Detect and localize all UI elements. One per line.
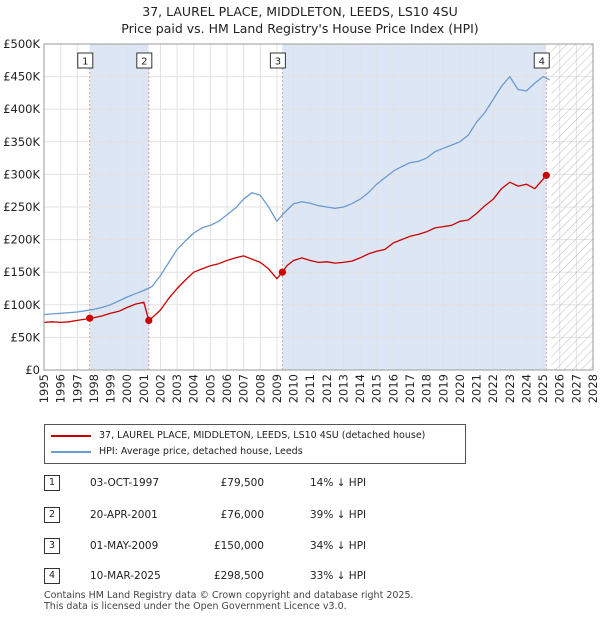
sale-date: 01-MAY-2009: [90, 540, 159, 552]
sale-badge: 1: [77, 52, 94, 69]
x-tick-label: 2022: [486, 374, 500, 403]
x-tick-label: 1995: [37, 374, 51, 403]
x-tick-label: 2009: [270, 374, 284, 403]
title-line-2: Price paid vs. HM Land Registry's House …: [121, 21, 479, 36]
sale-number-badge: 1: [44, 475, 60, 491]
sale-badge-box: [77, 52, 94, 69]
chart-title: 37, LAUREL PLACE, MIDDLETON, LEEDS, LS10…: [0, 3, 600, 37]
x-tick-label: 2013: [336, 374, 350, 403]
x-tick-label: 2003: [170, 374, 184, 403]
sale-badge-label: 1: [82, 57, 88, 68]
x-tick-label: 1997: [70, 374, 84, 403]
sale-hpi-diff: 14% ↓ HPI: [310, 477, 367, 489]
y-tick-label: £400K: [3, 102, 40, 116]
sale-badge-label: 3: [275, 57, 281, 68]
sale-point: [86, 314, 94, 322]
x-tick-label: 2012: [320, 374, 334, 403]
title-line-1: 37, LAUREL PLACE, MIDDLETON, LEEDS, LS10…: [142, 4, 458, 19]
y-tick-label: £0: [25, 363, 40, 377]
legend: 37, LAUREL PLACE, MIDDLETON, LEEDS, LS10…: [44, 424, 466, 464]
x-tick-label: 1996: [54, 374, 68, 403]
sale-badge: 3: [269, 52, 286, 69]
legend-item-hpi: HPI: Average price, detached house, Leed…: [51, 445, 303, 459]
x-tick-label: 2001: [137, 374, 151, 403]
sale-price: £298,500: [213, 570, 264, 582]
sale-number-badge: 4: [44, 568, 60, 584]
y-tick-label: £350K: [3, 135, 40, 149]
x-tick-label: 2011: [303, 374, 317, 403]
x-tick-label: 2015: [370, 374, 384, 403]
sale-point: [542, 171, 550, 179]
y-tick-label: £100K: [3, 298, 40, 312]
sale-row: 1 03-OCT-1997 £79,500 14% ↓ HPI: [44, 475, 464, 491]
sale-badge-label: 2: [141, 57, 147, 68]
sale-hpi-diff: 34% ↓ HPI: [310, 540, 367, 552]
footer-licence: This data is licensed under the Open Gov…: [44, 601, 347, 612]
sale-badge-box: [136, 52, 153, 69]
x-tick-label: 2007: [237, 374, 251, 403]
sale-badge-label: 4: [539, 57, 545, 68]
x-tick-label: 2004: [187, 374, 201, 403]
plot-border: [43, 43, 594, 371]
property-price-line: [43, 173, 550, 324]
sale-badge-box: [533, 52, 550, 69]
property-line-swatch: [51, 434, 91, 437]
x-tick-label: 2020: [453, 374, 467, 403]
price-chart: 1 2 3 4 £0 £50K £100K £150K £200K £250K £300K £350…: [3, 37, 600, 403]
sale-date: 03-OCT-1997: [90, 477, 159, 489]
sale-row: 3 01-MAY-2009 £150,000 34% ↓ HPI: [44, 538, 464, 554]
x-tick-label: 2023: [503, 374, 517, 403]
sale-number-badge: 3: [44, 538, 60, 554]
x-tick-label: 2019: [436, 374, 450, 403]
legend-item-property: 37, LAUREL PLACE, MIDDLETON, LEEDS, LS10…: [51, 429, 425, 443]
future-hatch: [551, 44, 593, 370]
y-tick-label: £150K: [3, 265, 40, 279]
x-tick-label: 2024: [519, 374, 533, 403]
sale-point: [145, 316, 153, 325]
sale-price: £79,500: [220, 477, 264, 489]
x-tick-label: 2017: [403, 374, 417, 403]
sale-row: 4 10-MAR-2025 £298,500 33% ↓ HPI: [44, 568, 464, 584]
hpi-line-swatch: [51, 450, 91, 453]
sale-badge: 2: [136, 52, 153, 69]
sale-badge: 4: [533, 52, 550, 69]
y-tick-label: £50K: [11, 330, 41, 344]
x-tick-label: 1999: [104, 374, 118, 403]
x-tick-label: 2014: [353, 374, 367, 403]
y-tick-label: £200K: [3, 233, 40, 247]
y-tick-label: £450K: [3, 70, 40, 84]
sale-hpi-diff: 39% ↓ HPI: [310, 509, 367, 521]
sale-row: 2 20-APR-2001 £76,000 39% ↓ HPI: [44, 507, 464, 523]
x-tick-label: 2028: [586, 374, 600, 403]
sale-date: 20-APR-2001: [90, 509, 158, 521]
footer: Contains HM Land Registry data © Crown c…: [44, 590, 414, 612]
footer-copyright: Contains HM Land Registry data © Crown c…: [44, 590, 414, 601]
hpi-line: [43, 75, 550, 316]
x-tick-label: 2006: [220, 374, 234, 403]
sale-price: £150,000: [213, 540, 264, 552]
x-tick-label: 2000: [120, 374, 134, 403]
x-tick-label: 1998: [87, 374, 101, 403]
x-tick-label: 2016: [386, 374, 400, 403]
x-tick-label: 2002: [153, 374, 167, 403]
sale-point: [278, 268, 286, 276]
y-tick-label: £500K: [3, 37, 40, 51]
x-tick-label: 2010: [287, 374, 301, 403]
x-tick-label: 2026: [553, 374, 567, 403]
legend-hpi-label: HPI: Average price, detached house, Leed…: [99, 446, 303, 457]
x-tick-label: 2008: [253, 374, 267, 403]
x-tick-label: 2025: [536, 374, 550, 403]
x-tick-label: 2021: [470, 374, 484, 403]
legend-property-label: 37, LAUREL PLACE, MIDDLETON, LEEDS, LS10…: [99, 430, 426, 441]
x-tick-label: 2027: [569, 374, 583, 403]
sale-hpi-diff: 33% ↓ HPI: [310, 570, 367, 582]
y-tick-label: £300K: [3, 167, 40, 181]
x-tick-label: 2018: [420, 374, 434, 403]
x-tick-label: 2005: [203, 374, 217, 403]
y-tick-label: £250K: [3, 200, 40, 214]
sale-badge-box: [269, 52, 286, 69]
sale-price: £76,000: [220, 509, 264, 521]
sale-number-badge: 2: [44, 507, 60, 523]
sale-date: 10-MAR-2025: [90, 570, 161, 582]
